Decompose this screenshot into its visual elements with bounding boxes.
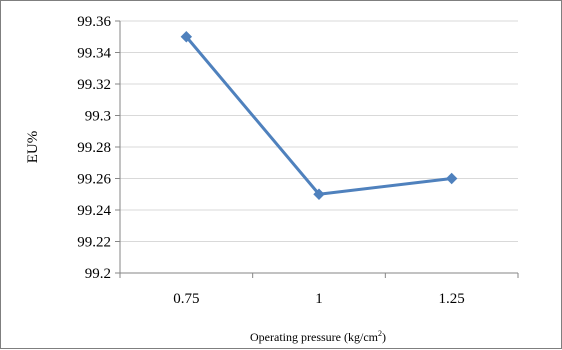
- x-tick-label: 0.75: [173, 291, 199, 307]
- x-tick-label: 1.25: [439, 291, 465, 307]
- y-axis-title: EU%: [25, 131, 41, 164]
- y-tick-label: 99.28: [77, 140, 111, 156]
- y-tick-label: 99.32: [77, 77, 111, 93]
- y-tick-label: 99.34: [77, 46, 111, 62]
- y-tick-label: 99.24: [77, 203, 111, 219]
- series-layer: [180, 31, 458, 200]
- y-tick-label: 99.3: [85, 109, 111, 125]
- x-tick-labels: 0.75 1 1.25: [173, 291, 465, 307]
- x-axis-title: Operating pressure (kg/cm2): [250, 329, 386, 344]
- y-tick-label: 99.22: [77, 235, 111, 251]
- data-point-marker: [445, 172, 458, 185]
- y-tick-label: 99.2: [85, 266, 111, 282]
- axes: [115, 20, 519, 278]
- y-tick-label: 99.26: [77, 172, 111, 188]
- y-tick-labels: 99.2 99.22 99.24 99.26 99.28 99.3 99.32 99.34 99…: [77, 14, 111, 282]
- data-point-marker: [313, 188, 325, 200]
- y-tick-label: 99.36: [77, 14, 111, 30]
- gridlines: [120, 20, 518, 242]
- data-point-marker: [180, 31, 193, 43]
- x-tick-label: 1: [315, 291, 323, 307]
